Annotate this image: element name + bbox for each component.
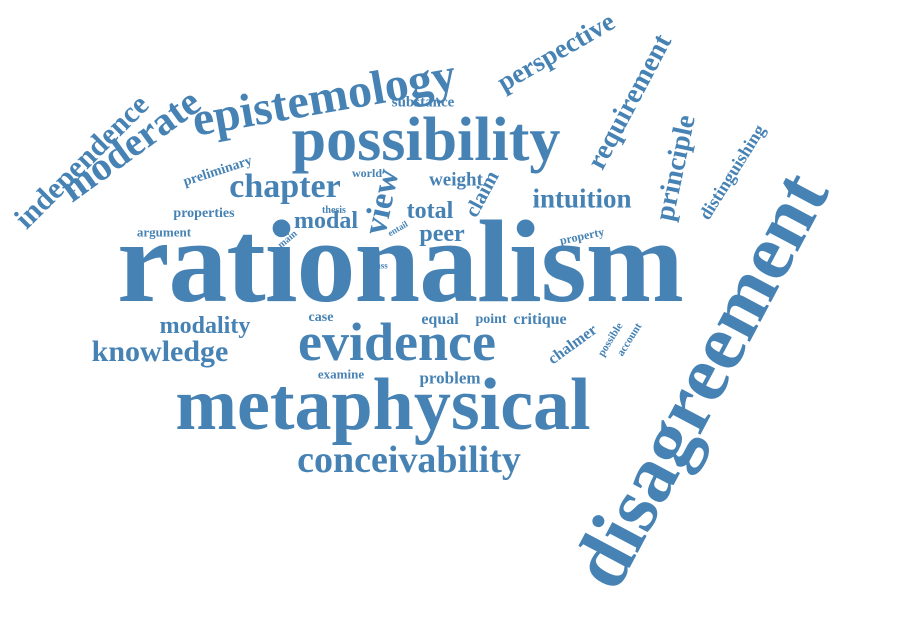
word-case: case: [308, 310, 334, 325]
word-point: point: [475, 312, 507, 327]
word-chalmer: chalmer: [545, 321, 601, 368]
word-evidence: evidence: [298, 312, 496, 372]
word-weight: weight: [429, 169, 483, 191]
word-knowledge: knowledge: [91, 335, 229, 368]
word-intuition: intuition: [532, 183, 632, 214]
word-metaphysical: metaphysical: [175, 364, 591, 446]
word-argument: argument: [136, 224, 192, 240]
word-perspective: perspective: [491, 5, 620, 98]
word-thesis: thesis: [322, 205, 346, 216]
word-modal: modal: [293, 208, 359, 234]
word-modality: modality: [159, 313, 251, 339]
word-substance: substance: [391, 94, 455, 111]
word-equal: equal: [421, 311, 459, 328]
word-principle: principle: [649, 112, 702, 224]
word-conceivability: conceivability: [297, 439, 521, 481]
word-properties: properties: [173, 206, 235, 221]
word-peer: peer: [419, 221, 465, 247]
word-critique: critique: [513, 311, 567, 328]
word-ass: ass: [376, 260, 388, 271]
word-rationalism: rationalism: [117, 196, 684, 327]
word-world: world: [352, 166, 382, 180]
word-chapter: chapter: [229, 168, 341, 205]
word-problem: problem: [419, 368, 481, 388]
word-possibility: possibility: [291, 106, 561, 174]
word-total: total: [406, 198, 454, 224]
word-examine: examine: [317, 366, 365, 382]
